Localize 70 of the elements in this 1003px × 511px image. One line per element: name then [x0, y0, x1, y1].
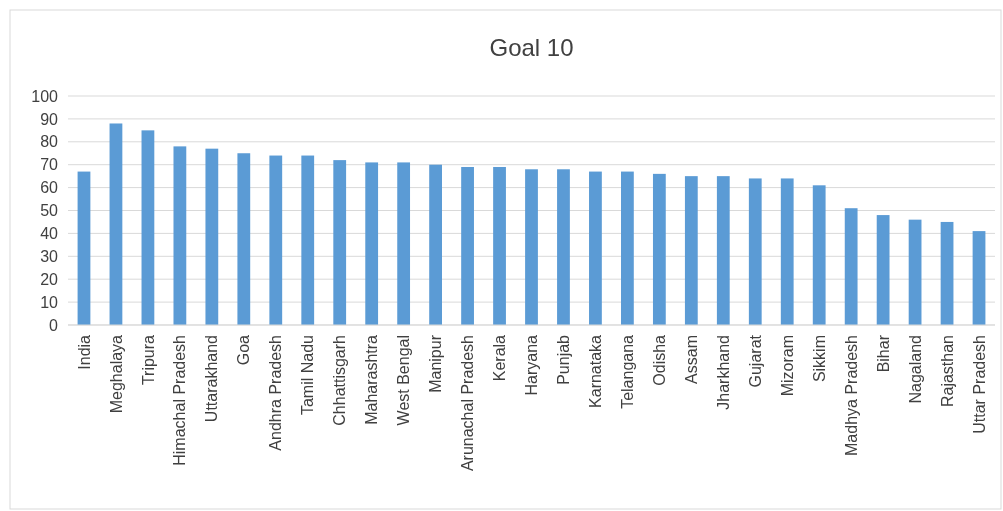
bar: [844, 208, 858, 325]
x-tick-label: West Bengal: [395, 335, 413, 426]
x-tick-label: Gujarat: [746, 334, 764, 388]
x-tick-label: Andhra Pradesh: [267, 335, 285, 451]
x-tick-label: Jharkhand: [714, 335, 732, 410]
x-tick-label: Punjab: [555, 334, 573, 385]
bar: [908, 219, 922, 325]
bar: [109, 123, 123, 325]
bar: [525, 169, 538, 325]
bar: [301, 155, 315, 325]
x-tick-label: Goa: [235, 334, 253, 366]
x-tick-label: Maharashtra: [363, 334, 381, 425]
bar: [589, 171, 602, 325]
x-tick-label: Haryana: [523, 334, 541, 396]
bar: [876, 215, 890, 325]
chart-title: Goal 10: [489, 34, 574, 61]
x-tick-label: Tamil Nadu: [299, 335, 317, 416]
y-tick-label: 30: [40, 247, 59, 265]
bar: [748, 178, 762, 325]
x-tick-label: Manipur: [427, 334, 445, 393]
bar: [972, 231, 986, 325]
bar: [173, 146, 187, 325]
bar: [365, 162, 379, 325]
x-tick-label: Uttarakhand: [203, 335, 221, 423]
x-tick-label: Mizoram: [778, 335, 796, 397]
bar: [77, 171, 91, 325]
x-tick-label: Nagaland: [906, 335, 924, 404]
y-tick-label: 60: [40, 179, 59, 197]
bar: [716, 176, 730, 325]
y-tick-label: 40: [40, 225, 59, 242]
bar: [429, 164, 442, 325]
bar: [493, 166, 506, 325]
bar: [237, 153, 251, 325]
x-tick-label: Meghalaya: [107, 334, 125, 414]
x-tick-label: Telangana: [619, 334, 636, 409]
bar: [461, 166, 474, 325]
x-tick-label: Bihar: [874, 334, 892, 373]
x-tick-label: Rajasthan: [938, 335, 956, 408]
x-tick-label: Karnataka: [587, 334, 605, 408]
y-tick-label: 90: [40, 110, 59, 128]
x-tick-label: Odisha: [650, 334, 668, 386]
bar: [333, 160, 347, 325]
y-tick-label: 70: [40, 156, 59, 174]
bar: [780, 178, 794, 325]
bar: [812, 185, 826, 325]
y-tick-label: 20: [40, 270, 59, 288]
y-tick-label: 50: [40, 202, 59, 220]
x-tick-label: Kerala: [491, 334, 509, 382]
bar: [621, 171, 634, 325]
bar: [557, 169, 570, 325]
y-tick-label: 0: [49, 316, 59, 334]
bar: [205, 148, 219, 325]
x-tick-label: Sikkim: [810, 335, 828, 383]
bar: [397, 162, 411, 325]
y-tick-label: 100: [31, 87, 59, 105]
bar: [652, 173, 666, 325]
x-tick-label: Himachal Pradesh: [171, 335, 189, 466]
y-tick-label: 10: [40, 293, 59, 311]
x-tick-label: Chhattisgarh: [331, 335, 349, 426]
bar: [940, 221, 954, 325]
x-tick-label: Tripura: [139, 334, 157, 386]
bar: [141, 130, 155, 325]
x-tick-label: Uttar Pradesh: [970, 335, 988, 434]
bar: [684, 176, 698, 325]
y-tick-label: 80: [40, 133, 59, 151]
x-tick-label: Madhya Pradesh: [842, 335, 860, 456]
x-tick-label: Arunachal Pradesh: [459, 335, 477, 472]
x-tick-label: Assam: [682, 335, 700, 384]
x-tick-label: India: [75, 334, 93, 370]
bar: [269, 155, 283, 325]
